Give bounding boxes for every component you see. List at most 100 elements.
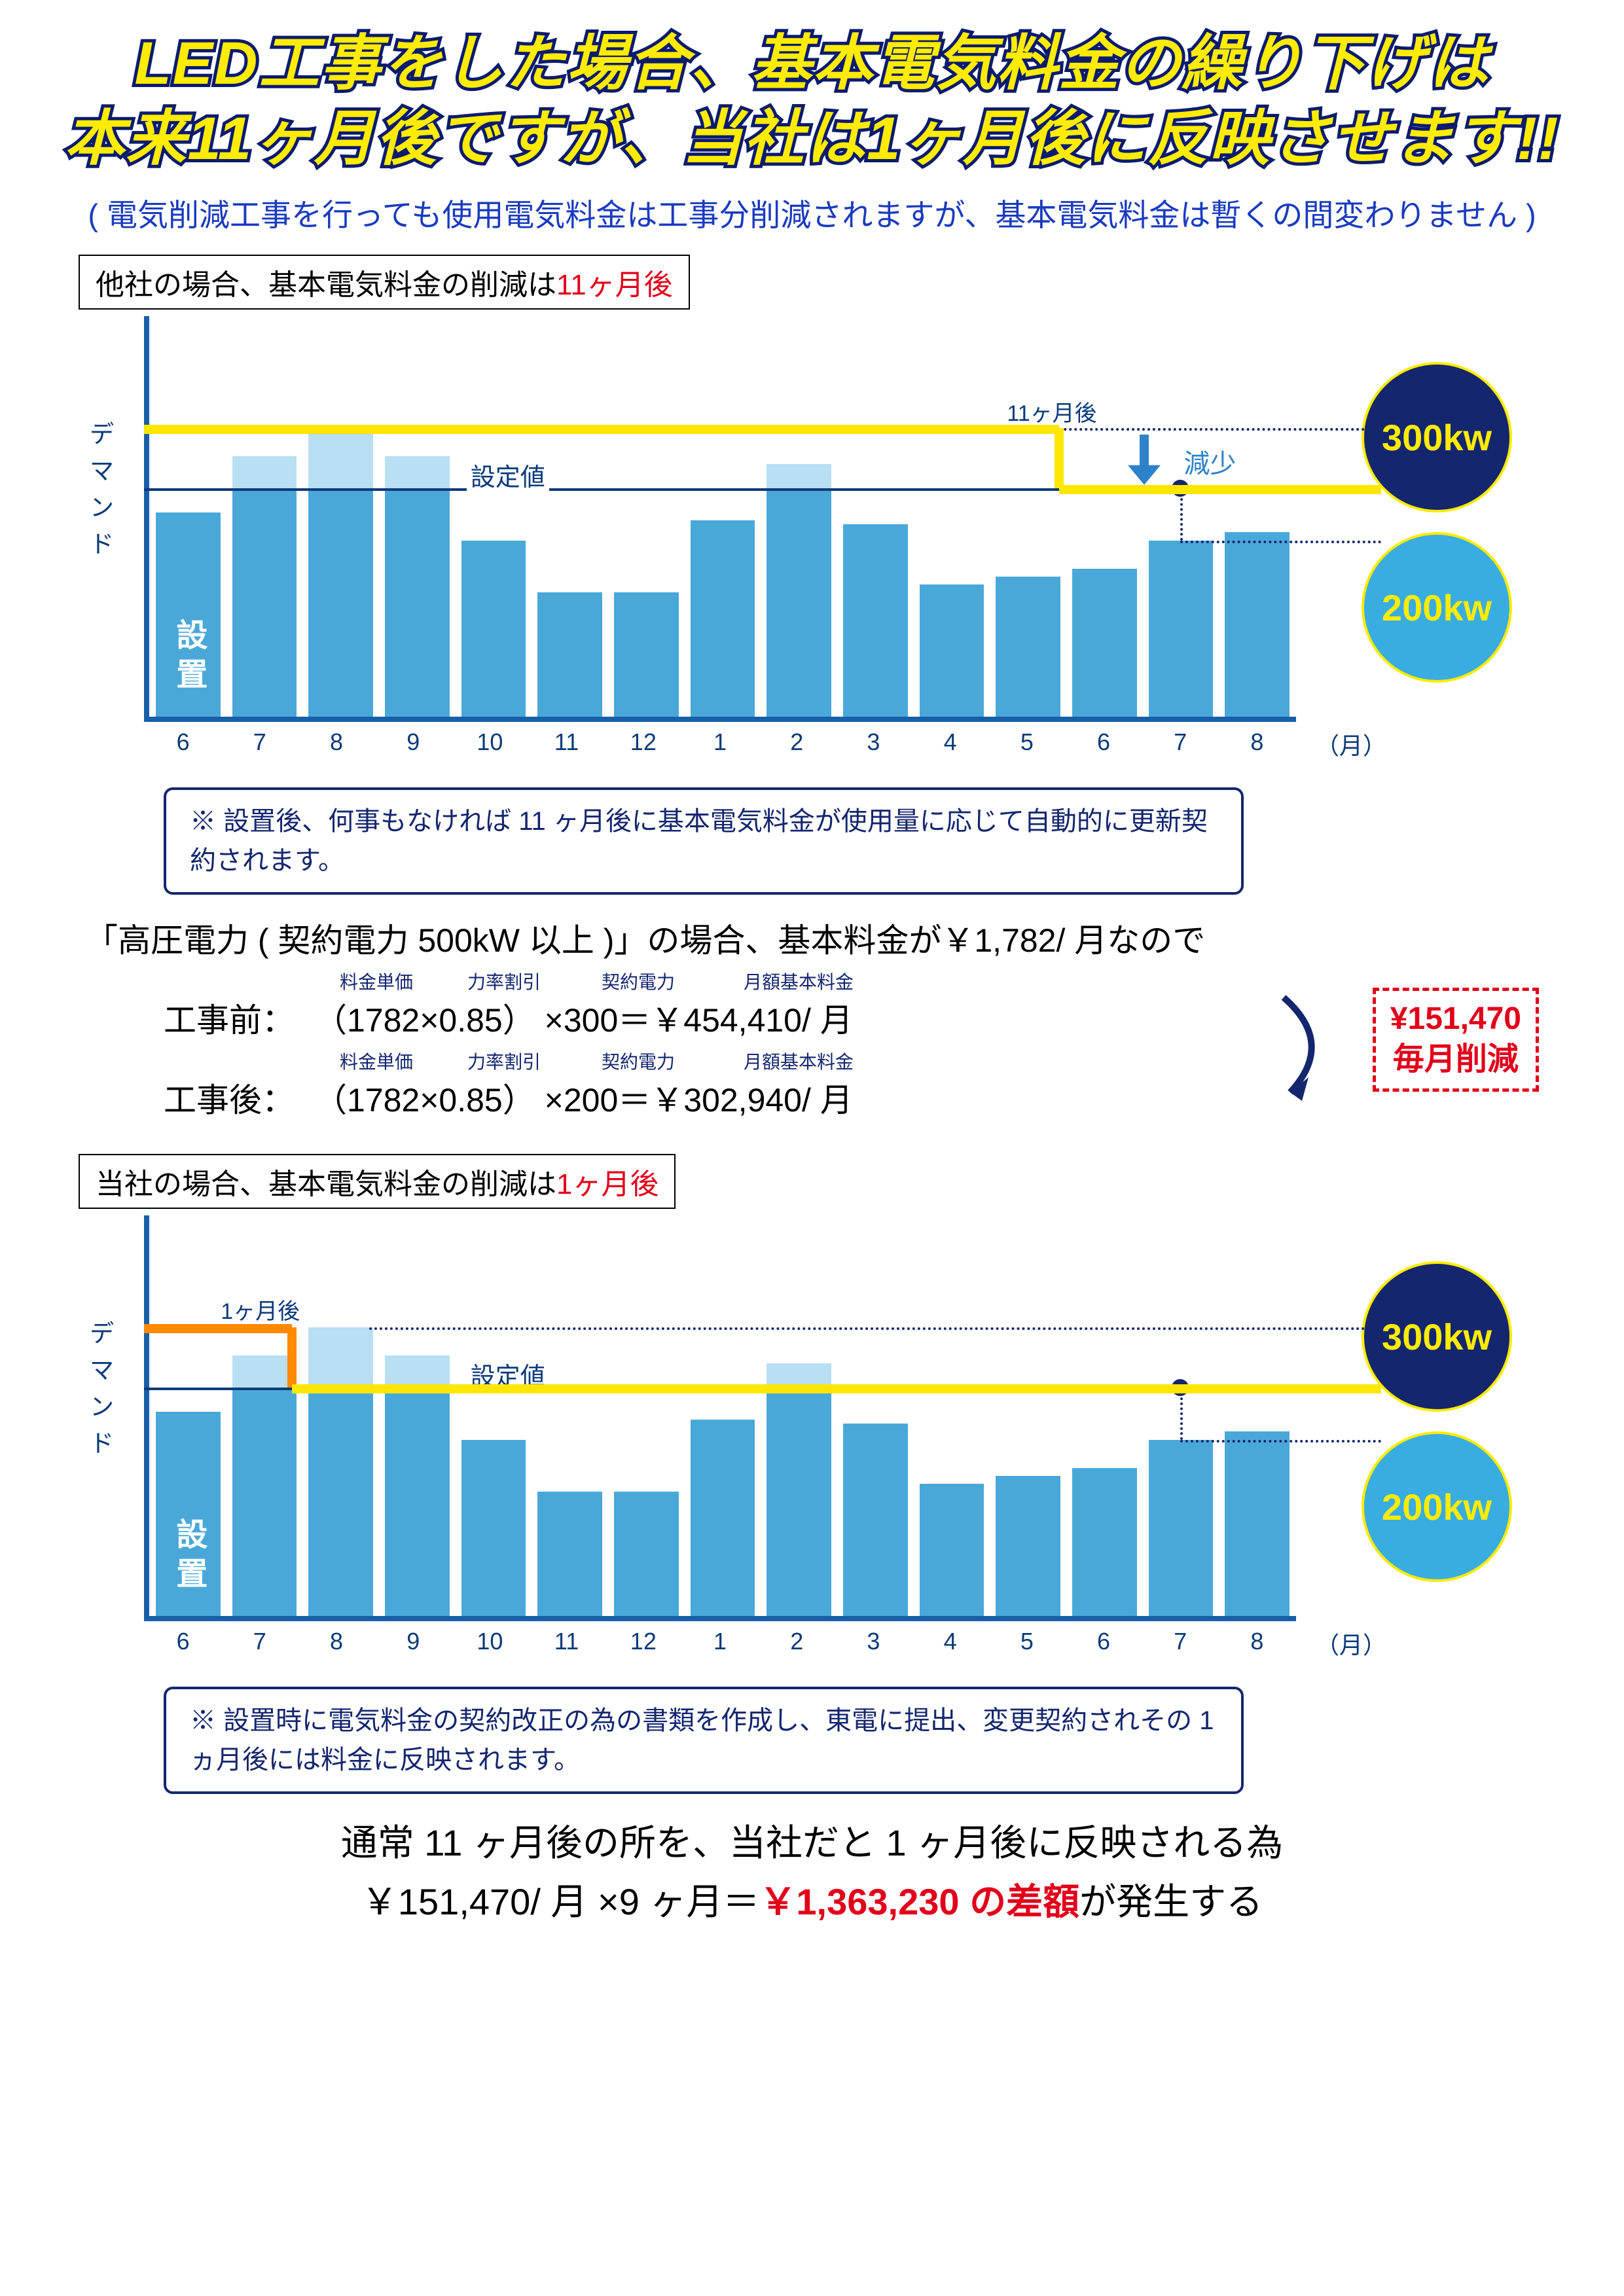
dotted-vert (1180, 1388, 1183, 1440)
calc-before-prefix: 工事前： (164, 994, 314, 1041)
chart-ylabel: デマンド (81, 421, 117, 567)
bar (996, 577, 1060, 717)
install-label: 設置 (165, 1518, 211, 1596)
chart-1-xlabels: 678910111212345678 (144, 728, 1296, 756)
section1-title-red: 11ヶ月後 (556, 269, 673, 301)
x-tick: 6 (151, 728, 215, 756)
x-tick: 3 (841, 1628, 906, 1655)
lbl-unit-2: 料金単価 (314, 1048, 439, 1074)
chart-1: デマンド 設置 678910111212345678 （月） 300kw 200… (85, 316, 1427, 774)
setline-label: 設定値 (467, 457, 549, 493)
x-tick: 12 (611, 728, 676, 756)
section1-note: ※ 設置後、何事もなければ 11 ヶ月後に基本電気料金が使用量に応じて自動的に更… (164, 787, 1244, 895)
x-tick: 1 (687, 1628, 752, 1655)
section1-title-pre: 他社の場合、基本電気料金の削減は (96, 269, 556, 301)
lbl-monthly: 月額基本料金 (707, 968, 890, 994)
lbl-cap-2: 契約電力 (569, 1048, 707, 1074)
bar (614, 1492, 679, 1616)
bar (996, 1476, 1060, 1616)
bar (537, 1492, 602, 1616)
lbl-monthly-2: 月額基本料金 (707, 1048, 890, 1074)
bar (461, 1440, 526, 1616)
chart-2-bars: 設置 (149, 1215, 1296, 1616)
dotted-300 (369, 1327, 1381, 1330)
bar (385, 1388, 450, 1616)
lbl-pf: 力率割引 (439, 968, 569, 994)
chart-ylabel-2: デマンド (81, 1320, 117, 1467)
bar (537, 592, 602, 717)
summary-l2-red: ￥1,363,230 の差額 (759, 1881, 1079, 1922)
chart-2-xlabels: 678910111212345678 (144, 1628, 1296, 1655)
section2-title-red: 1ヶ月後 (556, 1168, 659, 1200)
bar (461, 541, 526, 717)
x-tick: 2 (765, 728, 829, 756)
calc-before-text: （1782×0.85） ×300＝￥454,410/ 月 (314, 1002, 853, 1039)
orange-drop (287, 1327, 297, 1388)
x-tick: 12 (611, 1628, 676, 1655)
section2-title: 当社の場合、基本電気料金の削減は1ヶ月後 (79, 1154, 676, 1209)
x-tick: 8 (1225, 728, 1290, 756)
x-tick: 6 (1071, 728, 1136, 756)
month-unit-2: （月） (1316, 1626, 1386, 1660)
orange-top (144, 1324, 292, 1333)
dotted-200 (1180, 541, 1381, 543)
x-tick: 5 (994, 1628, 1059, 1655)
chart-2-inner: 設置 (144, 1215, 1296, 1621)
bar (767, 488, 831, 717)
bar (308, 1388, 373, 1616)
bar (767, 1388, 831, 1616)
headline: LED工事をした場合、基本電気料金の繰り下げは 本来11ヶ月後ですが、当社は1ヶ… (59, 26, 1565, 177)
x-tick: 3 (841, 728, 906, 756)
bar (385, 488, 450, 717)
dotted-200 (1180, 1440, 1381, 1443)
badge-200kw-2: 200kw (1362, 1431, 1512, 1582)
bar (308, 488, 373, 717)
down-arrow-icon (1118, 428, 1170, 488)
x-tick: 7 (227, 728, 292, 756)
badge-300kw: 300kw (1362, 362, 1512, 512)
bar (843, 524, 908, 717)
section2-note: ※ 設置時に電気料金の契約改正の為の書類を作成し、東電に提出、変更契約されその … (164, 1687, 1244, 1794)
bar: 設置 (156, 1412, 221, 1616)
bar (614, 592, 679, 717)
calc-after-text: （1782×0.85） ×200＝￥302,940/ 月 (314, 1082, 853, 1119)
badge-200kw: 200kw (1362, 532, 1512, 683)
summary-l2-post: が発生する (1079, 1881, 1263, 1922)
x-tick: 9 (381, 728, 446, 756)
yellow-right (1059, 485, 1381, 494)
bar: 設置 (156, 512, 221, 717)
lbl-unit: 料金単価 (314, 968, 439, 994)
summary-l2: ￥151,470/ 月 ×9 ヶ月＝￥1,363,230 の差額が発生する (59, 1873, 1565, 1931)
decrease-label: 減少 (1183, 442, 1236, 480)
chart-2: デマンド 設置 678910111212345678 （月） 300kw 200… (85, 1215, 1427, 1674)
month-unit: （月） (1316, 727, 1386, 761)
x-tick: 7 (1148, 728, 1213, 756)
x-tick: 6 (1071, 1628, 1136, 1655)
chart-1-inner: 設置 (144, 316, 1296, 722)
summary-l2-pre: ￥151,470/ 月 ×9 ヶ月＝ (361, 1881, 760, 1922)
x-tick: 6 (151, 1628, 215, 1655)
bar (843, 1424, 908, 1616)
x-tick: 10 (458, 1628, 522, 1655)
bar (920, 1484, 984, 1616)
savings-l1: ¥151,470 (1390, 999, 1521, 1039)
section2-title-pre: 当社の場合、基本電気料金の削減は (96, 1168, 556, 1200)
headline-l1: LED工事をした場合、基本電気料金の繰り下げは (59, 26, 1565, 101)
savings-box: ¥151,470 毎月削減 (1373, 988, 1539, 1092)
x-tick: 11 (534, 728, 599, 756)
dotted-vert (1180, 488, 1183, 541)
x-tick: 4 (918, 728, 983, 756)
summary-l1: 通常 11 ヶ月後の所を、当社だと 1 ヶ月後に反映される為 (59, 1814, 1565, 1873)
x-tick: 8 (304, 728, 369, 756)
x-tick: 2 (765, 1628, 829, 1655)
bottom-summary: 通常 11 ヶ月後の所を、当社だと 1 ヶ月後に反映される為 ￥151,470/… (59, 1814, 1565, 1931)
calc-after-prefix: 工事後： (164, 1074, 314, 1121)
curve-arrow-icon (1271, 984, 1349, 1109)
bar (920, 584, 984, 717)
badge-300kw-2: 300kw (1362, 1261, 1512, 1412)
x-tick: 1 (687, 728, 752, 756)
lbl-cap: 契約電力 (569, 968, 707, 994)
period-label: 1ヶ月後 (221, 1293, 300, 1325)
bar (691, 520, 755, 717)
subnote: ( 電気削減工事を行っても使用電気料金は工事分削減されますが、基本電気料金は暫く… (59, 190, 1565, 235)
